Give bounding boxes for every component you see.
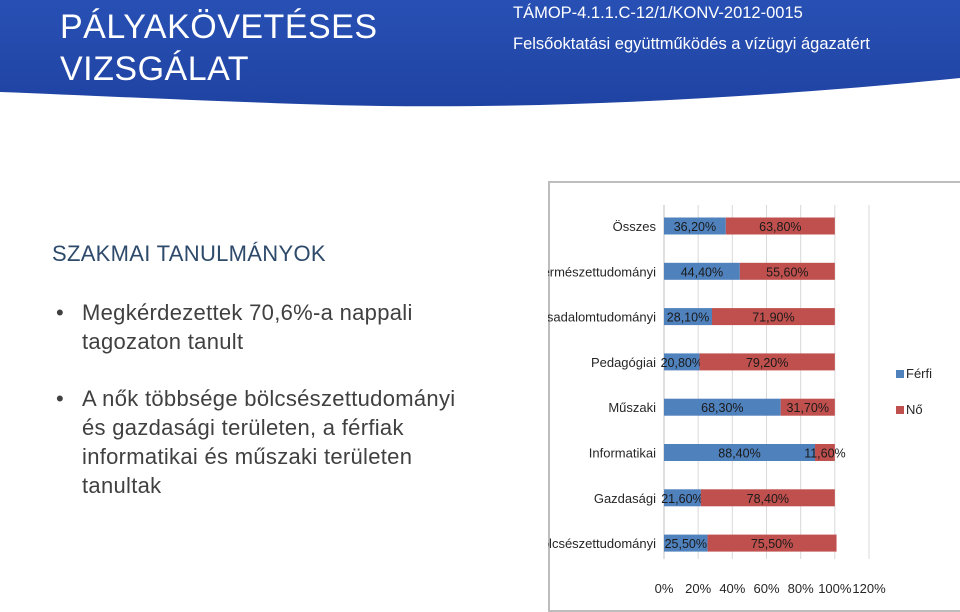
x-tick-label: 80% [788,581,814,596]
data-label: 20,80% [661,356,703,370]
data-label: 25,50% [665,537,707,551]
bar-ferfi [664,534,708,552]
data-label: 75,50% [751,537,793,551]
legend-label: Nő [906,402,923,417]
bullet-line: A nők többsége bölcsészettudományi [82,386,456,411]
bullet-text: Megkérdezettek 70,6%-a nappali tagozaton… [82,298,532,356]
data-label: 88,40% [718,447,760,461]
stacked-bar-chart: 0% 20% 40% 60% 80% 100% 120% Összes 36,20% 63,80%… [548,205,932,596]
bullet-line: informatikai és műszaki területen [82,444,413,469]
bullet-line: tanultak [82,473,162,498]
x-tick-label: 120% [852,581,886,596]
bar-no [780,398,835,416]
x-tick-label: 100% [818,581,852,596]
bar-no [699,353,835,371]
bar-ferfi [664,489,701,507]
bar-no [815,444,835,461]
category-label: Társadalomtudományi [548,310,656,325]
bar-ferfi [664,262,740,280]
bullet-marker: • [56,300,65,325]
bar-no [700,489,835,507]
x-tick-label: 0% [655,581,674,596]
category-label: Természettudományi [548,264,656,279]
data-label: 68,30% [701,401,743,415]
bullet-line: és gazdasági területen, a férfiak [82,415,404,440]
bar-ferfi [664,444,816,461]
bullet-line: tagozaton tanult [82,329,244,354]
data-label: 78,40% [747,492,789,506]
project-subtitle: Felsőoktatási együttműködés a vízügyi ág… [513,35,870,53]
x-tick-label: 20% [685,581,711,596]
data-label: 11,60% [804,447,845,461]
bar-ferfi [664,353,700,371]
category-label: Összes [613,219,657,234]
page-title-line-2: VIZSGÁLAT [60,50,250,88]
category-label: Gazdasági [594,491,656,506]
bar-ferfi [664,398,781,416]
section-title: SZAKMAI TANULMÁNYOK [52,241,326,266]
legend-swatch [896,406,904,414]
bullet-text: A nők többsége bölcsészettudományi és ga… [82,384,532,500]
data-label: 71,90% [752,311,794,325]
data-label: 63,80% [759,220,801,234]
x-tick-label: 60% [753,581,779,596]
bullet-item: • Megkérdezettek 70,6%-a nappali tagozat… [56,298,526,358]
category-label: Informatikai [589,446,656,461]
data-label: 28,10% [667,311,709,325]
data-label: 31,70% [787,401,829,415]
data-label: 79,20% [746,356,788,370]
bar-ferfi [664,308,713,326]
page-title-line-1: PÁLYAKÖVETÉSES [60,8,378,46]
bar-no [707,534,837,552]
category-label: Pedagógiai [591,355,656,370]
x-tick-label: 40% [719,581,745,596]
bar-no [739,262,835,280]
bar-no [725,217,835,235]
header-band [0,0,960,107]
data-label: 36,20% [674,220,716,234]
project-code: TÁMOP-4.1.1.C-12/1/KONV-2012-0015 [513,4,803,22]
category-label: Műszaki [608,400,656,415]
bullet-item: • A nők többsége bölcsészettudományi és … [56,384,526,504]
data-label: 44,40% [681,265,723,279]
data-label: 21,60% [661,492,703,506]
bar-ferfi [664,217,726,235]
legend-swatch [896,370,904,378]
bullet-marker: • [56,386,65,411]
category-label: Bölcsészettudományi [548,536,656,551]
page-title: PÁLYAKÖVETÉSES VIZSGÁLAT [60,6,440,90]
data-label: 55,60% [766,265,808,279]
bar-no [712,308,835,326]
bullet-line: Megkérdezettek 70,6%-a nappali [82,300,413,325]
legend-label: Férfi [906,366,932,381]
